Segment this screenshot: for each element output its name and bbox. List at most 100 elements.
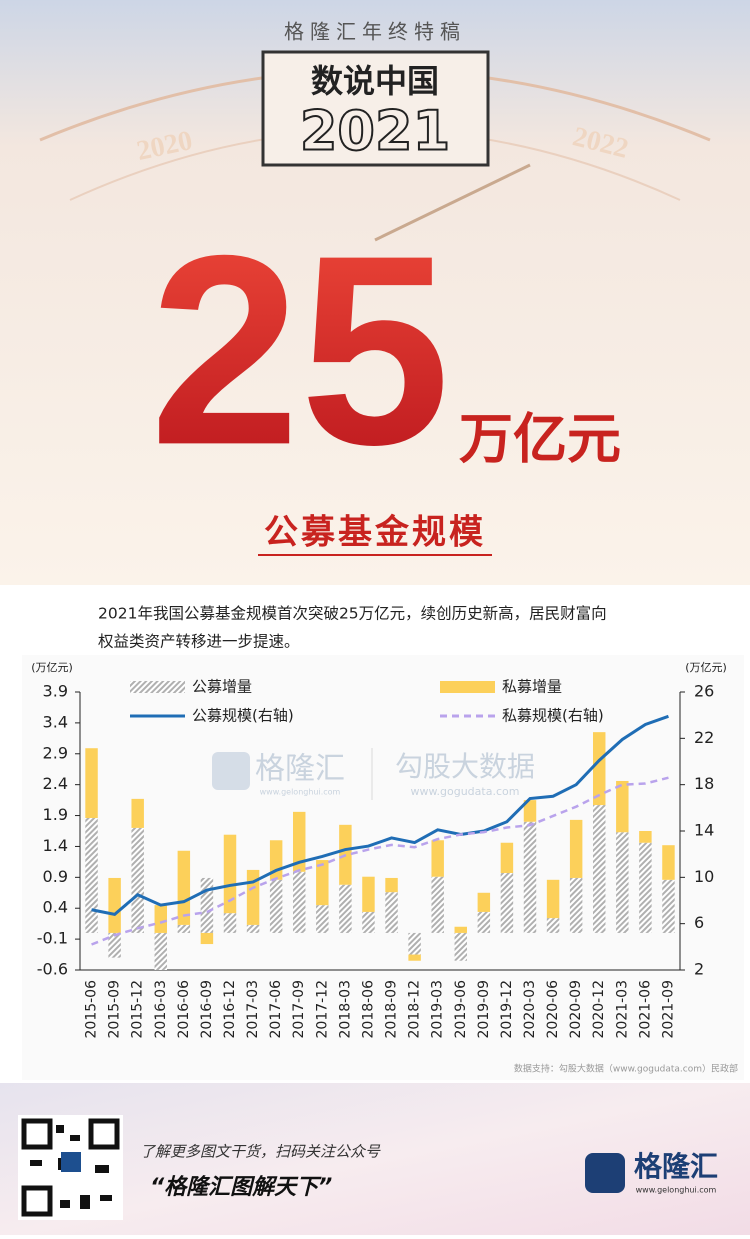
footer-prompt: 了解更多图文干货，扫码关注公众号 bbox=[140, 1143, 381, 1161]
legend-label: 私募规模(右轴) bbox=[502, 707, 604, 725]
bar bbox=[200, 932, 214, 945]
bar bbox=[154, 932, 167, 970]
bar bbox=[500, 873, 514, 933]
bar bbox=[131, 798, 144, 828]
line bbox=[91, 714, 669, 917]
x-tick-label: 2018-09 bbox=[384, 980, 400, 1039]
x-tick-label: 2020-12 bbox=[591, 980, 607, 1039]
bar bbox=[316, 905, 329, 933]
y2-tick-label: 14 bbox=[694, 821, 714, 840]
x-tick-label: 2018-12 bbox=[407, 980, 423, 1039]
watermark: 勾股大数据 bbox=[395, 750, 535, 783]
series-title: 格隆汇年终特稿 bbox=[284, 20, 466, 44]
x-tick-label: 2021-03 bbox=[614, 980, 630, 1039]
y-tick-label: 2.9 bbox=[43, 743, 68, 762]
x-tick-label: 2019-09 bbox=[476, 980, 492, 1039]
bar bbox=[431, 876, 444, 933]
y2-tick-label: 22 bbox=[694, 728, 714, 747]
bar bbox=[362, 876, 375, 912]
watermark: 格隆汇 bbox=[255, 752, 345, 787]
bar bbox=[477, 892, 491, 912]
bar bbox=[246, 924, 260, 933]
y-tick-label: 1.4 bbox=[43, 836, 68, 855]
description: 权益类资产转移进一步提速。 bbox=[98, 633, 300, 651]
bar bbox=[85, 818, 98, 933]
bar bbox=[639, 831, 652, 843]
y-unit: (万亿元) bbox=[31, 661, 73, 674]
subtitle: 公募基金规模 bbox=[264, 513, 486, 553]
y2-tick-label: 10 bbox=[694, 867, 714, 886]
x-tick-label: 2018-03 bbox=[337, 980, 353, 1039]
y2-unit: (万亿元) bbox=[685, 661, 727, 674]
bar bbox=[385, 892, 398, 933]
logo-icon bbox=[585, 1153, 625, 1193]
x-tick-label: 2019-06 bbox=[453, 980, 469, 1039]
footer-logo: 格隆汇 bbox=[634, 1150, 718, 1183]
bar bbox=[269, 879, 283, 933]
x-tick-label: 2016-06 bbox=[176, 980, 192, 1039]
bar bbox=[85, 748, 98, 819]
bar bbox=[523, 800, 537, 822]
description: 2021年我国公募基金规模首次突破25万亿元，续创历史新高，居民财富向 bbox=[98, 605, 607, 623]
bar bbox=[593, 805, 606, 933]
watermark-icon bbox=[212, 752, 250, 790]
x-tick-label: 2020-03 bbox=[522, 980, 538, 1039]
footer-bg bbox=[0, 1083, 750, 1235]
source: 数据支持：勾股大数据（www.gogudata.com）民政部 bbox=[514, 1063, 738, 1075]
legend-swatch bbox=[440, 681, 495, 693]
y2-tick-label: 2 bbox=[694, 960, 704, 979]
unit: 万亿元 bbox=[459, 408, 621, 471]
x-tick-label: 2015-12 bbox=[130, 980, 146, 1039]
qr-code bbox=[18, 1115, 123, 1220]
bar bbox=[546, 918, 560, 933]
bar bbox=[639, 842, 652, 933]
bar bbox=[408, 954, 421, 961]
dashed-line bbox=[91, 776, 669, 946]
y2-tick-label: 18 bbox=[694, 774, 714, 793]
footer-site: www.gelonghui.com bbox=[636, 1186, 717, 1195]
x-tick-label: 2016-09 bbox=[199, 980, 215, 1039]
x-tick-label: 2016-12 bbox=[222, 980, 238, 1039]
bar bbox=[339, 884, 352, 933]
y-tick-label: 2.4 bbox=[43, 774, 68, 793]
badge bbox=[261, 50, 490, 167]
watermark: www.gogudata.com bbox=[411, 785, 520, 798]
y-tick-label: -0.6 bbox=[37, 960, 68, 979]
y2-tick-label: 26 bbox=[694, 682, 714, 701]
x-tick-label: 2021-06 bbox=[637, 980, 653, 1039]
y-tick-label: 0.9 bbox=[43, 867, 68, 886]
x-tick-label: 2020-06 bbox=[545, 980, 561, 1039]
bar bbox=[154, 905, 167, 933]
bar bbox=[454, 932, 467, 961]
bar bbox=[177, 850, 191, 925]
bar bbox=[616, 832, 629, 933]
x-tick-label: 2015-06 bbox=[84, 980, 100, 1039]
x-tick-label: 2019-03 bbox=[430, 980, 446, 1039]
bar bbox=[385, 877, 398, 893]
x-tick-label: 2017-03 bbox=[245, 980, 261, 1039]
watermark: www.gelonghui.com bbox=[260, 788, 341, 797]
legend-label: 公募规模(右轴) bbox=[192, 707, 294, 725]
y-tick-label: 0.4 bbox=[43, 898, 68, 917]
bar bbox=[454, 926, 467, 933]
y-tick-label: 3.4 bbox=[43, 712, 68, 731]
bar bbox=[546, 879, 560, 919]
bar bbox=[500, 842, 514, 874]
bar bbox=[293, 871, 306, 933]
bar bbox=[200, 877, 214, 933]
bar bbox=[293, 811, 306, 872]
x-tick-label: 2018-06 bbox=[360, 980, 376, 1039]
big-number: 25 bbox=[150, 200, 450, 501]
x-tick-label: 2017-06 bbox=[268, 980, 284, 1039]
bar bbox=[131, 827, 144, 933]
legend-label: 私募增量 bbox=[502, 678, 562, 696]
legend-label: 公募增量 bbox=[192, 678, 252, 696]
bar bbox=[662, 845, 675, 880]
clock-hand bbox=[374, 163, 531, 242]
bar bbox=[662, 879, 675, 933]
bar bbox=[408, 932, 421, 955]
y-tick-label: -0.1 bbox=[37, 929, 68, 948]
bar bbox=[616, 780, 629, 833]
x-tick-label: 2020-09 bbox=[568, 980, 584, 1039]
footer-slogan: “格隆汇图解天下” bbox=[150, 1175, 332, 1200]
